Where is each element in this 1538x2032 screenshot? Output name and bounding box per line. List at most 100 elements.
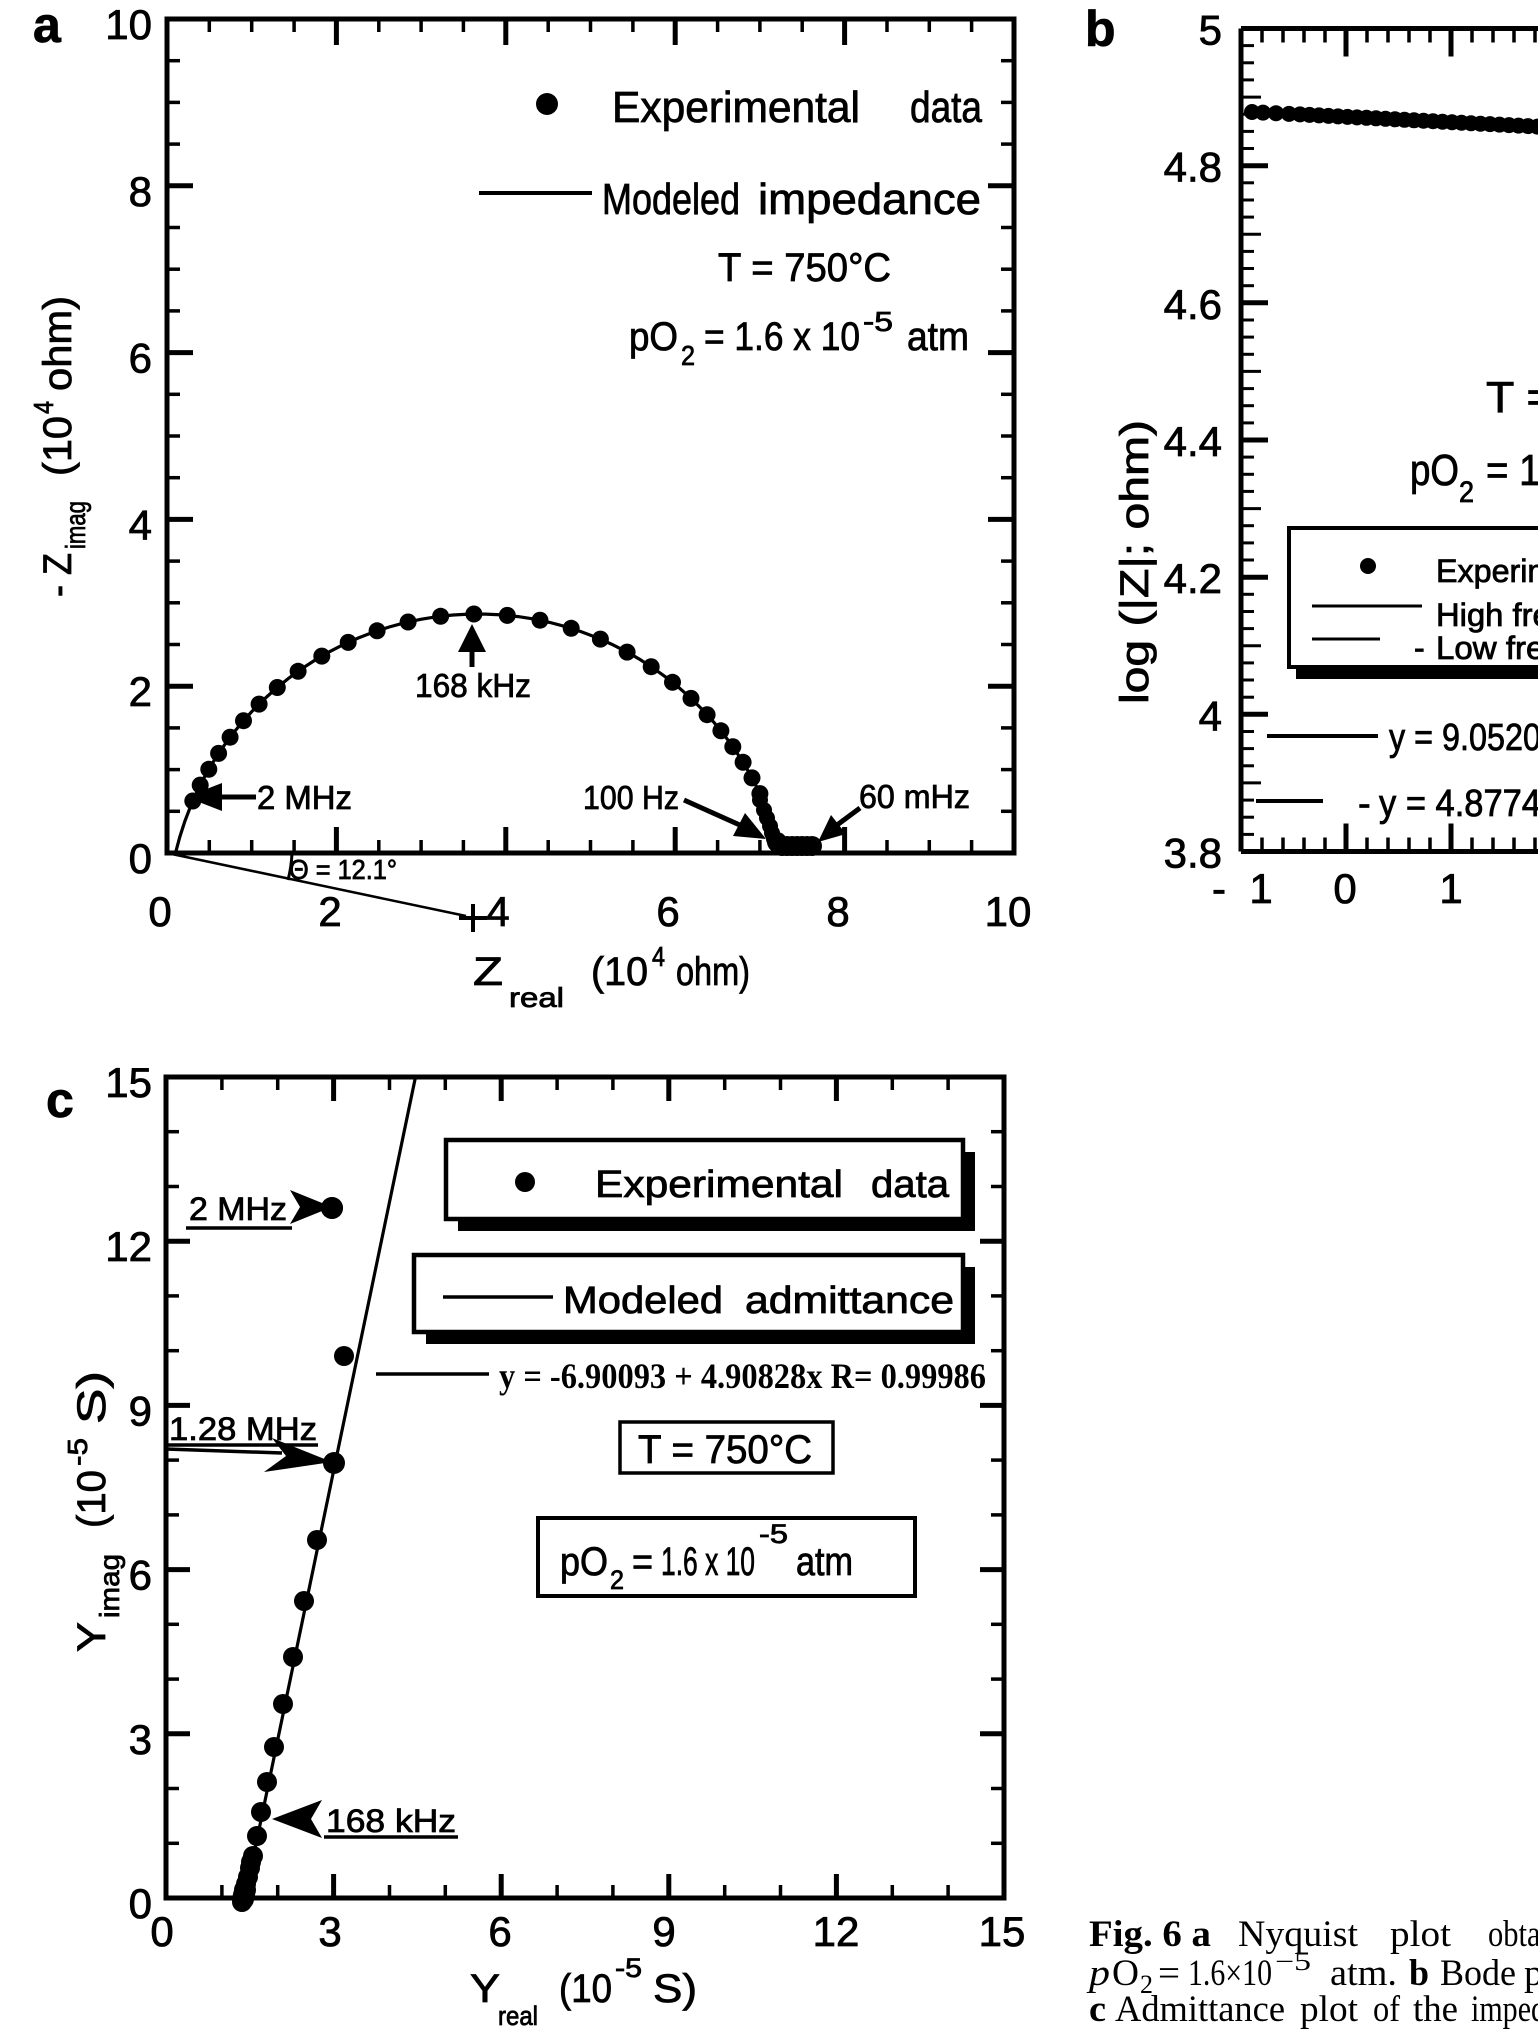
svg-text:atm: atm — [907, 315, 969, 359]
svg-text:−5: −5 — [1275, 1947, 1311, 1976]
svg-text:Bode: Bode — [1440, 1953, 1516, 1994]
svg-text:c: c — [46, 1072, 74, 1128]
svg-text:1.6×10: 1.6×10 — [1188, 1953, 1272, 1994]
svg-text:6: 6 — [129, 335, 152, 382]
svg-text:2: 2 — [1459, 476, 1474, 509]
svg-text:of: of — [1373, 1989, 1401, 2030]
svg-text:y = -6.90093 + 4.90828x R= 0.9: y = -6.90093 + 4.90828x R= 0.99986 — [499, 1356, 986, 1396]
svg-text:4.4: 4.4 — [1164, 418, 1222, 465]
svg-text:Modeled: Modeled — [602, 175, 740, 224]
svg-text:15: 15 — [105, 1059, 152, 1106]
svg-text:the: the — [1413, 1989, 1458, 2030]
svg-text:plot: plot — [1524, 1953, 1538, 1994]
svg-text:y = 9.0520: y = 9.0520 — [1389, 717, 1538, 759]
svg-text:ohm): ohm) — [676, 950, 750, 994]
svg-text:0: 0 — [129, 1880, 152, 1927]
svg-text:3.8: 3.8 — [1164, 830, 1222, 877]
svg-text:-5: -5 — [759, 1519, 788, 1549]
svg-text:imag: imag — [60, 501, 91, 549]
svg-text:(10: (10 — [70, 1470, 114, 1528]
svg-text:0: 0 — [129, 835, 152, 882]
svg-text:4: 4 — [28, 401, 59, 414]
svg-text:5: 5 — [1199, 7, 1222, 54]
svg-text:impedance: impedance — [758, 175, 981, 224]
svg-text:9: 9 — [129, 1387, 152, 1434]
svg-text:Modeled: Modeled — [563, 1280, 723, 1322]
svg-text:4.8: 4.8 — [1164, 144, 1222, 191]
svg-text:pO: pO — [560, 1540, 608, 1584]
svg-text:-: - — [1212, 865, 1226, 912]
svg-text:Experimental: Experimental — [612, 83, 860, 132]
svg-text:High frequency fit: High frequency fit — [1436, 597, 1538, 633]
svg-text:= 1.6 x 10: = 1.6 x 10 — [704, 315, 860, 359]
svg-text:- Z: - Z — [36, 553, 80, 597]
svg-text:2: 2 — [1140, 1970, 1153, 1999]
svg-text:c: c — [1089, 1989, 1106, 2030]
svg-text:9: 9 — [652, 1908, 675, 1955]
svg-text:O: O — [1112, 1953, 1139, 1994]
svg-text:(10: (10 — [559, 1967, 612, 2011]
svg-text:T = 750°C: T = 750°C — [1486, 373, 1538, 422]
svg-text:3: 3 — [318, 1908, 341, 1955]
svg-text:2: 2 — [610, 1565, 624, 1595]
svg-text:real: real — [498, 2001, 538, 2031]
svg-text:a: a — [33, 0, 62, 53]
svg-text:log (|Z|; ohm): log (|Z|; ohm) — [1113, 420, 1157, 704]
svg-text:p: p — [1086, 1953, 1110, 1994]
svg-text:100 Hz: 100 Hz — [583, 779, 679, 816]
svg-text:Z: Z — [473, 950, 503, 994]
svg-text:T = 750°C: T = 750°C — [638, 1428, 812, 1472]
svg-text:8: 8 — [129, 168, 152, 215]
svg-text:6: 6 — [656, 888, 679, 935]
svg-text:=: = — [632, 1540, 653, 1584]
svg-text:S): S) — [653, 1967, 697, 2011]
svg-text:-: - — [1414, 630, 1425, 666]
svg-text:(10: (10 — [591, 950, 648, 994]
svg-text:data: data — [871, 1164, 950, 1206]
svg-text:Admittance: Admittance — [1115, 1989, 1285, 2030]
svg-text:T = 750°C: T = 750°C — [718, 246, 891, 290]
svg-text:atm.: atm. — [1330, 1953, 1397, 1994]
svg-text:b: b — [1409, 1953, 1429, 1994]
svg-text:Y: Y — [70, 1622, 114, 1652]
svg-text:impedance: impedance — [1471, 1989, 1538, 2030]
svg-text:2: 2 — [129, 668, 152, 715]
svg-text:12: 12 — [813, 1908, 860, 1955]
svg-text:6: 6 — [488, 1908, 511, 1955]
svg-text:2: 2 — [681, 340, 695, 371]
svg-text:2: 2 — [318, 888, 341, 935]
svg-text:ohm): ohm) — [36, 296, 80, 391]
svg-text:2 MHz: 2 MHz — [257, 779, 352, 816]
svg-text:0: 0 — [150, 1908, 173, 1955]
svg-text:imag: imag — [94, 1554, 125, 1618]
svg-text:Θ = 12.1°: Θ = 12.1° — [289, 854, 397, 885]
svg-text:1: 1 — [1439, 865, 1462, 912]
svg-text:4.2: 4.2 — [1164, 555, 1222, 602]
svg-text:admittance: admittance — [745, 1280, 954, 1322]
svg-text:8: 8 — [826, 888, 849, 935]
svg-text:2 MHz: 2 MHz — [189, 1191, 287, 1227]
svg-text:y = 4.8774: y = 4.8774 — [1379, 783, 1538, 825]
svg-text:12: 12 — [105, 1223, 152, 1270]
svg-text:-: - — [1358, 783, 1371, 825]
svg-text:168 kHz: 168 kHz — [326, 1803, 456, 1839]
svg-text:Low frequency fit: Low frequency fit — [1436, 630, 1538, 666]
svg-text:Nyquist: Nyquist — [1238, 1914, 1359, 1955]
svg-text:(10: (10 — [36, 416, 80, 476]
svg-text:atm: atm — [796, 1540, 853, 1584]
svg-text:4: 4 — [1199, 692, 1222, 739]
svg-text:4.6: 4.6 — [1164, 281, 1222, 328]
svg-text:0: 0 — [148, 888, 171, 935]
svg-text:4: 4 — [486, 888, 509, 935]
svg-text:3: 3 — [129, 1716, 152, 1763]
svg-text:1.6 x 10: 1.6 x 10 — [661, 1540, 755, 1584]
svg-text:Fig. 6 a: Fig. 6 a — [1089, 1914, 1211, 1955]
svg-text:plot: plot — [1390, 1914, 1452, 1955]
svg-text:168 kHz: 168 kHz — [415, 667, 531, 704]
svg-text:-5: -5 — [62, 1438, 93, 1466]
svg-text:=: = — [1158, 1953, 1180, 1994]
svg-text:4: 4 — [129, 501, 152, 548]
svg-text:15: 15 — [979, 1908, 1026, 1955]
svg-text:Experimental: Experimental — [595, 1164, 843, 1206]
svg-text:-5: -5 — [615, 1953, 642, 1983]
